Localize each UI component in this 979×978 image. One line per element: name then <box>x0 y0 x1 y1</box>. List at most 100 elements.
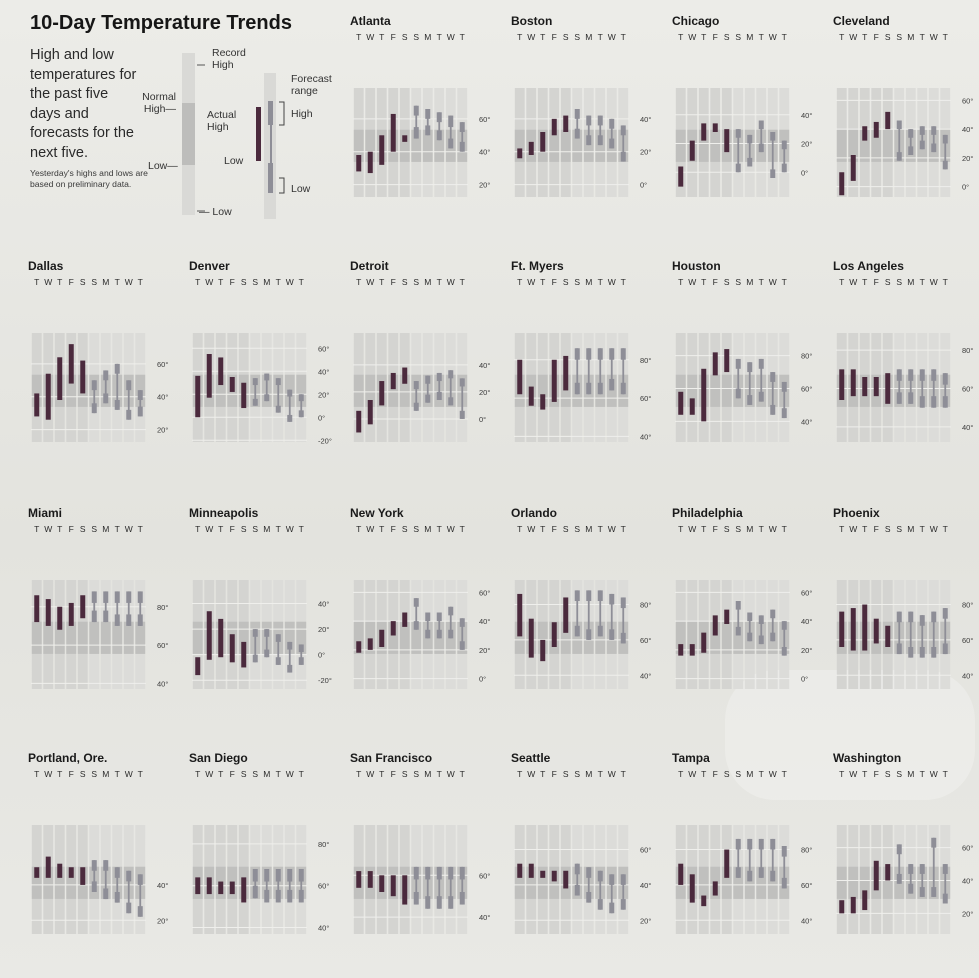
forecast-low-range <box>287 889 293 903</box>
day-label: M <box>907 769 914 779</box>
normal-range-band <box>537 374 548 407</box>
day-label: T <box>759 524 764 534</box>
day-label: S <box>885 32 891 42</box>
day-label: T <box>862 524 867 534</box>
normal-range-band <box>43 866 54 899</box>
normal-range-band <box>215 374 226 407</box>
y-tick-label: 60° <box>962 844 973 853</box>
y-tick-label: 40° <box>479 913 490 922</box>
forecast-stem <box>610 593 613 640</box>
normal-range-band <box>100 621 111 654</box>
y-tick-label: 20° <box>962 909 973 918</box>
temperature-chart: T W T F S S M T W T80°60°40° <box>836 277 973 442</box>
actual-temperature-bar <box>873 618 879 644</box>
day-label: T <box>678 524 683 534</box>
y-tick-label: 80° <box>318 840 329 849</box>
actual-temperature-bar <box>517 863 523 878</box>
forecast-high-range <box>919 615 925 626</box>
city-name: Minneapolis <box>189 506 259 520</box>
forecast-low-range <box>931 143 937 153</box>
normal-range-band <box>296 374 307 407</box>
day-label: S <box>724 277 730 287</box>
day-label: W <box>769 277 777 287</box>
day-label: F <box>230 277 235 287</box>
actual-temperature-bar <box>379 875 385 892</box>
forecast-low-range <box>586 135 592 146</box>
forecast-low-range <box>459 892 465 905</box>
forecast-low-range <box>896 152 902 161</box>
forecast-high-range <box>758 120 764 130</box>
forecast-stem <box>587 348 590 395</box>
forecast-stem <box>438 372 441 400</box>
forecast-low-range <box>942 160 948 170</box>
forecast-stem <box>599 348 602 395</box>
forecast-stem <box>898 369 901 404</box>
forecast-low-range <box>942 396 948 408</box>
forecast-stem <box>760 120 763 153</box>
actual-temperature-bar <box>701 368 707 422</box>
day-label: S <box>402 524 408 534</box>
forecast-low-range <box>586 892 592 903</box>
forecast-low-range <box>103 888 109 900</box>
forecast-low-range <box>574 382 580 395</box>
actual-temperature-bar <box>885 373 891 404</box>
forecast-high-range <box>91 591 97 603</box>
page-title: 10-Day Temperature Trends <box>30 12 292 34</box>
normal-range-band <box>434 129 445 162</box>
y-tick-label: 20° <box>479 388 490 397</box>
forecast-stem <box>438 612 441 639</box>
normal-range-band <box>767 866 778 899</box>
day-label: W <box>849 769 857 779</box>
legend-high-bracket <box>279 101 285 126</box>
forecast-high-range <box>770 132 776 141</box>
y-tick-label: 40° <box>962 671 973 680</box>
actual-temperature-bar <box>678 391 684 415</box>
actual-temperature-bar <box>551 359 557 402</box>
normal-range-band <box>537 866 548 899</box>
day-label: S <box>91 277 97 287</box>
normal-range-band <box>537 621 548 654</box>
normal-range-band <box>687 374 698 407</box>
actual-temperature-bar <box>356 155 362 172</box>
forecast-high-range <box>436 866 442 880</box>
forecast-low-range <box>574 625 580 637</box>
temperature-chart: T W T F S S M T W T60°40°20° <box>31 277 168 442</box>
y-tick-label: 20° <box>479 646 490 655</box>
y-tick-label: 40° <box>157 881 168 890</box>
forecast-low-range <box>448 397 454 406</box>
day-label: S <box>563 769 569 779</box>
actual-temperature-bar <box>885 864 891 881</box>
city-name: Seattle <box>511 751 551 765</box>
actual-temperature-bar <box>839 369 845 400</box>
temperature-chart: T W T F S S M T W T60°40°20°0°-20° <box>192 277 332 445</box>
city-chart-panel: San Diego T W T F S S M T W T 80° 60° 40° <box>189 751 333 975</box>
y-tick-label: 40° <box>157 679 168 688</box>
temperature-chart: T W T F S S M T W T40°20° <box>31 769 168 934</box>
legend-low-bracket <box>279 177 285 194</box>
intro-text: High and low temperatures for the past f… <box>30 47 137 161</box>
city-name: Houston <box>672 259 721 273</box>
city-chart-panel: Washington T W T F S S M T W T 60° 40° 20° <box>833 751 977 975</box>
actual-temperature-bar <box>873 860 879 891</box>
normal-range-band <box>560 129 571 162</box>
forecast-high-range <box>896 844 902 855</box>
y-tick-label: 80° <box>801 352 812 361</box>
forecast-stem <box>116 591 119 626</box>
actual-temperature-bar <box>356 641 362 653</box>
forecast-low-range <box>770 169 776 178</box>
day-label: F <box>69 277 74 287</box>
city-name: Washington <box>833 751 902 765</box>
y-tick-label: 60° <box>801 385 812 394</box>
day-label: T <box>943 277 948 287</box>
actual-temperature-bar <box>517 359 523 395</box>
actual-temperature-bar <box>540 132 546 152</box>
day-label: T <box>920 769 925 779</box>
day-label: T <box>839 32 844 42</box>
actual-temperature-bar <box>390 113 396 152</box>
city-name: Philadelphia <box>672 506 743 520</box>
forecast-stem <box>748 838 751 882</box>
normal-range-band <box>871 129 882 162</box>
actual-temperature-bar <box>551 118 557 136</box>
day-label: S <box>241 769 247 779</box>
y-tick-label: 40° <box>318 600 329 609</box>
